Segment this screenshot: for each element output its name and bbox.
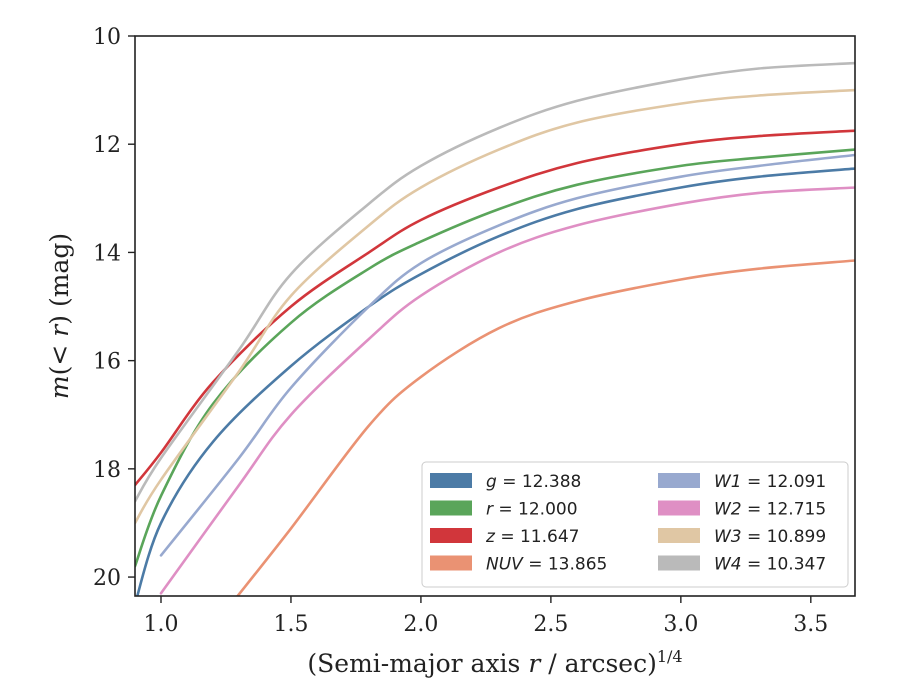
x-tick-label: 1.0 — [143, 612, 178, 637]
x-tick-label: 2.0 — [403, 612, 438, 637]
plot-frame — [134, 35, 856, 597]
legend-box — [421, 461, 849, 588]
y-tick-label: 20 — [93, 566, 121, 591]
legend-swatch-g — [430, 473, 472, 488]
legend-label-w1: W1 = 12.091 — [714, 472, 826, 492]
legend-label-g: g = 12.388 — [486, 472, 581, 492]
legend: g = 12.388 r = 12.000 z = 11.647 NUV = 13.8… — [421, 461, 849, 588]
legend-label-w3: W3 = 10.899 — [714, 527, 826, 547]
legend-swatch-r — [430, 500, 472, 516]
y-tick-label: 14 — [93, 241, 121, 266]
y-tick-label: 10 — [93, 25, 121, 50]
x-tick-label: 3.0 — [663, 612, 698, 637]
series-line-w2 — [159, 186, 855, 595]
x-tick-label: 1.5 — [273, 612, 308, 637]
x-axis-label: (Semi-major axis r / arcsec)1/4 — [307, 647, 682, 678]
legend-label-w2: W2 = 12.715 — [714, 500, 826, 520]
y-axis-label: m(< r) (mag) — [45, 233, 74, 399]
legend-label-nuv: NUV = 13.865 — [486, 555, 607, 575]
legend-swatch-w3 — [658, 528, 700, 543]
series-layer — [135, 61, 855, 596]
legend-label-r: r = 12.000 — [486, 500, 578, 520]
y-tick-label: 18 — [93, 458, 121, 483]
series-line-w4 — [135, 61, 855, 503]
legend-swatch-z — [430, 528, 472, 543]
legend-label-w4: W4 = 10.347 — [714, 555, 826, 575]
series-line-w1 — [159, 153, 855, 557]
x-axis: 1.0 1.5 2.0 2.5 3.0 3.5 — [143, 596, 828, 637]
y-tick-label: 16 — [93, 350, 121, 375]
series-line-z — [135, 129, 855, 487]
x-tick-label: 3.5 — [793, 612, 828, 637]
legend-swatch-w2 — [658, 500, 700, 516]
y-tick-label: 12 — [93, 133, 121, 158]
y-axis: 10 12 14 16 18 20 — [93, 25, 135, 591]
series-line-w3 — [135, 88, 855, 525]
legend-swatch-w1 — [658, 473, 700, 488]
series-line-g — [135, 167, 855, 596]
legend-items: g = 12.388 r = 12.000 z = 11.647 NUV = 13.8… — [430, 472, 826, 575]
series-line-nuv — [235, 259, 855, 596]
x-tick-label: 2.5 — [533, 612, 568, 637]
legend-swatch-nuv — [430, 555, 472, 571]
legend-swatch-w4 — [658, 555, 700, 571]
legend-label-z: z = 11.647 — [485, 527, 579, 547]
